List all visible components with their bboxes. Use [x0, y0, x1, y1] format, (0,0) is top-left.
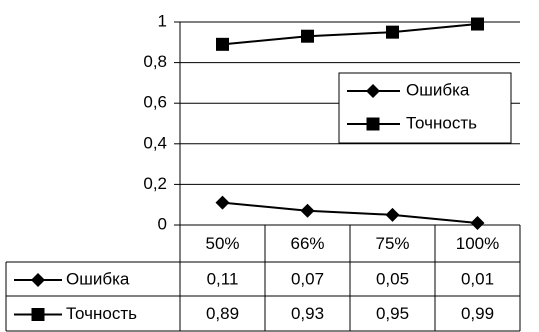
series-lines	[215, 17, 485, 230]
data-point	[301, 29, 314, 43]
table-cell: 0,05	[376, 269, 409, 288]
legend: Ошибка Точность	[338, 72, 512, 144]
data-point	[470, 215, 485, 230]
data-point	[471, 17, 484, 31]
data-point	[216, 37, 229, 51]
table-cell: 0,93	[291, 304, 324, 323]
data-table: 50% 66% 75% 100% Ошибка 0,11 0,07 0,05 0,01 Точно…	[5, 224, 521, 332]
data-point	[386, 25, 399, 39]
category-label: 66%	[290, 234, 324, 253]
table-cell: 0,07	[291, 269, 324, 288]
table-legend-key-marker	[31, 308, 45, 321]
y-tick-label: 0,8	[143, 52, 167, 71]
y-tick-label: 0	[158, 214, 167, 233]
axes: 0 0,2 0,4 0,6 0,8 1	[143, 11, 181, 233]
table-cell: 0,89	[206, 304, 239, 323]
y-tick-label: 0,2	[143, 174, 167, 193]
series-line	[222, 23, 478, 46]
legend-box	[338, 72, 512, 144]
category-label: 50%	[205, 234, 239, 253]
legend-label: Точность	[406, 113, 477, 132]
y-tick-label: 0,6	[143, 93, 167, 112]
table-legend-key-marker	[31, 273, 45, 287]
category-label: 75%	[375, 234, 409, 253]
y-tick-label: 1	[158, 11, 167, 30]
data-point	[215, 195, 230, 210]
table-cell: 0,01	[461, 269, 494, 288]
table-cell: 0,99	[461, 304, 494, 323]
y-tick-label: 0,4	[143, 133, 167, 152]
data-point	[300, 203, 315, 218]
legend-label: Ошибка	[406, 80, 470, 99]
series-line	[222, 201, 478, 224]
legend-key-marker	[366, 117, 380, 131]
table-cell: 0,95	[376, 304, 409, 323]
category-label: 100%	[456, 234, 499, 253]
legend-key-marker	[366, 84, 380, 98]
data-point	[385, 207, 400, 222]
table-series-label: Точность	[66, 304, 137, 323]
table-cell: 0,11	[207, 269, 239, 288]
table-series-label: Ошибка	[66, 269, 130, 288]
